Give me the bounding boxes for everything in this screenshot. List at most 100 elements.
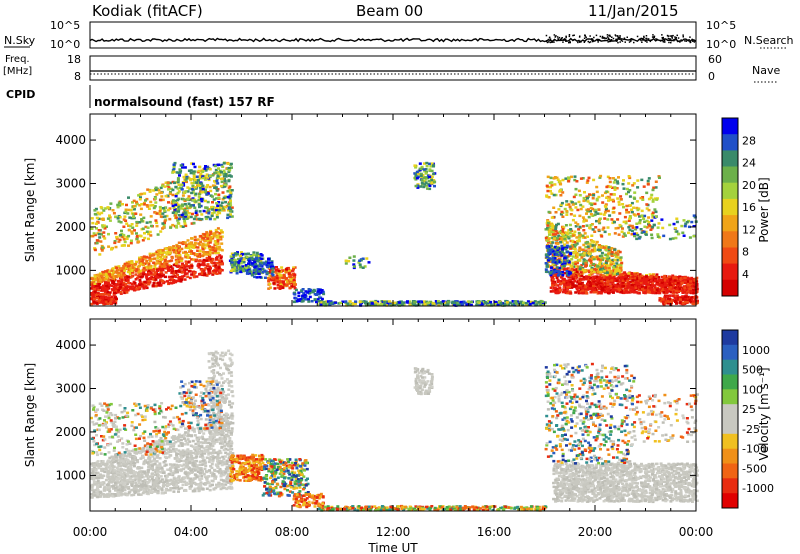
heatmap-cell: [233, 258, 237, 262]
noise-point: [674, 36, 676, 38]
heatmap-cell: [188, 256, 191, 259]
noise-trace: [89, 34, 697, 44]
heatmap-cell: [616, 182, 620, 185]
heatmap-cell: [293, 293, 297, 296]
heatmap-cell: [621, 203, 625, 206]
heatmap-cell: [619, 266, 622, 270]
heatmap-cell: [558, 289, 562, 292]
heatmap-cell: [142, 270, 146, 274]
heatmap-cell: [94, 222, 98, 225]
heatmap-cell: [549, 176, 553, 180]
heatmap-cell: [611, 291, 615, 294]
heatmap-cell: [556, 242, 560, 246]
heatmap-cell: [580, 256, 584, 259]
heatmap-cell: [571, 234, 575, 237]
heatmap-cell: [193, 178, 197, 182]
heatmap-cell: [157, 188, 161, 192]
heatmap-cell: [182, 217, 186, 220]
heatmap-cell: [483, 300, 487, 304]
heatmap-cell: [610, 218, 614, 221]
heatmap-cell: [217, 208, 221, 212]
heatmap-cell: [177, 265, 181, 268]
heatmap-cell: [176, 256, 180, 259]
heatmap-cell: [204, 206, 208, 209]
noise-point: [615, 38, 617, 41]
heatmap-cell: [215, 202, 219, 205]
heatmap-cell: [220, 171, 223, 174]
heatmap-cell: [365, 257, 369, 260]
heatmap-cell: [616, 276, 620, 280]
noise-point: [693, 41, 696, 43]
heatmap-cell: [113, 291, 116, 294]
heatmap-cell: [622, 205, 625, 209]
heatmap-cell: [429, 165, 433, 168]
noise-point: [598, 39, 600, 42]
heatmap-cell: [209, 231, 213, 234]
heatmap-cell: [101, 292, 105, 296]
heatmap-cell: [260, 257, 264, 261]
heatmap-cell: [206, 215, 210, 219]
heatmap-cell: [147, 267, 151, 271]
noise-point: [556, 36, 559, 38]
heatmap-cell: [258, 275, 262, 279]
heatmap-cell: [651, 200, 655, 203]
heatmap-cell: [214, 242, 218, 246]
heatmap-cell: [554, 291, 558, 295]
heatmap-cell: [558, 286, 562, 289]
heatmap-cell: [123, 262, 127, 266]
heatmap-cell: [160, 263, 164, 266]
heatmap-cell: [557, 208, 561, 211]
heatmap-cell: [581, 291, 585, 295]
heatmap-cell: [116, 286, 120, 289]
noise-point: [589, 41, 592, 43]
heatmap-cell: [164, 275, 167, 279]
heatmap-cell: [159, 198, 163, 202]
heatmap-cell: [112, 275, 116, 278]
noise-point: [619, 38, 621, 40]
heatmap-cell: [156, 233, 160, 236]
heatmap-cell: [166, 181, 170, 184]
heatmap-cell: [174, 185, 178, 189]
heatmap-cell: [428, 175, 431, 179]
heatmap-cell: [97, 229, 101, 232]
heatmap-cell: [122, 281, 126, 285]
heatmap-cell: [139, 275, 143, 279]
heatmap-cell: [219, 268, 223, 271]
heatmap-cell: [424, 172, 428, 175]
freq-panel-frame: [89, 55, 697, 81]
heatmap-cell: [347, 259, 351, 263]
heatmap-cell: [149, 266, 153, 270]
heatmap-cell: [92, 286, 96, 289]
noise-point: [563, 39, 565, 41]
heatmap-cell: [223, 183, 227, 186]
heatmap-cell: [242, 258, 246, 261]
heatmap-cell: [191, 198, 195, 202]
heatmap-cell: [132, 215, 135, 219]
heatmap-cell: [423, 303, 427, 306]
heatmap-cell: [319, 291, 323, 294]
heatmap-cell: [174, 271, 178, 274]
heatmap-cell: [132, 280, 136, 284]
heatmap-cell: [177, 269, 180, 273]
heatmap-cell: [609, 261, 613, 264]
heatmap-cell: [247, 259, 251, 263]
heatmap-cell: [208, 245, 212, 248]
heatmap-cell: [98, 286, 102, 289]
heatmap-cell: [135, 268, 139, 271]
heatmap-cell: [184, 173, 188, 176]
heatmap-cell: [177, 213, 181, 217]
heatmap-cell: [123, 276, 127, 279]
heatmap-cell: [229, 213, 232, 216]
heatmap-cell: [215, 269, 219, 272]
heatmap-cell: [589, 271, 593, 275]
heatmap-cell: [462, 300, 466, 303]
heatmap-cell: [201, 263, 205, 266]
date-title: 11/Jan/2015: [588, 2, 679, 20]
heatmap-cell: [191, 243, 195, 247]
heatmap-cell: [221, 191, 225, 194]
heatmap-cell: [422, 168, 426, 171]
noise-point: [592, 39, 595, 42]
heatmap-cell: [120, 278, 124, 281]
heatmap-cell: [177, 241, 181, 244]
heatmap-cell: [267, 280, 271, 283]
